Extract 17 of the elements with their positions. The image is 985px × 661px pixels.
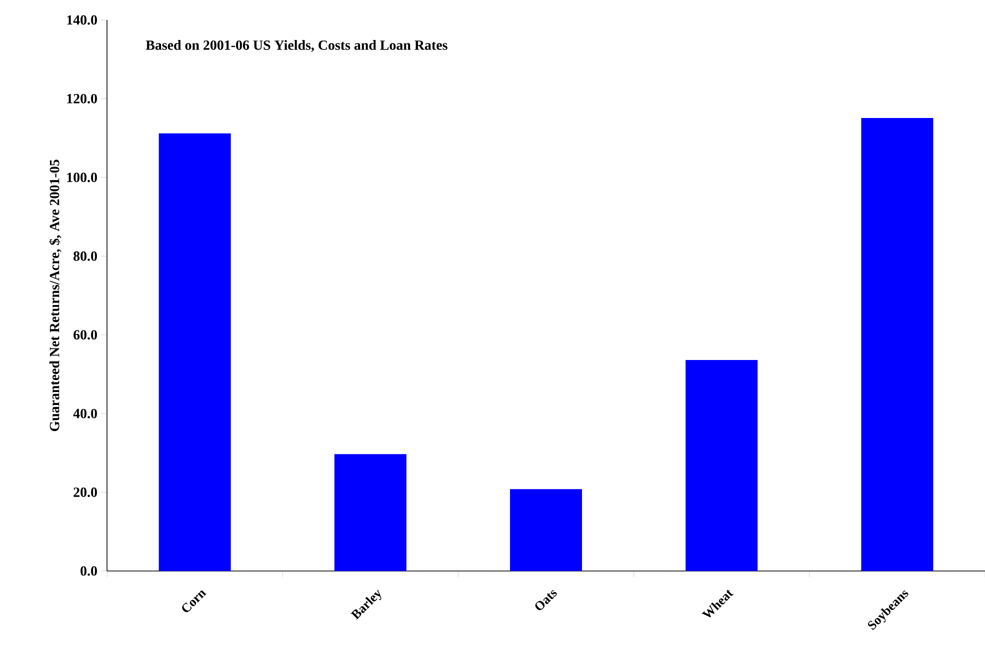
y-tick-label: 120.0 [67,94,97,104]
bar [158,133,231,571]
bar [861,118,934,571]
bar [510,489,582,571]
x-tick-label: Corn [182,590,206,612]
y-tick-label: 140.0 [67,15,97,25]
x-tick-label: Oats [535,590,557,610]
y-axis-title: Guaranteed Net Returns/Acre, $, Ave 2001-05 [48,160,62,432]
bar [334,454,406,571]
y-tick-label: 100.0 [67,172,97,182]
y-tick-label: 60.0 [74,330,97,340]
y-tick-label: 0.0 [80,566,97,576]
annotation: Based on 2001-06 US Yields, Costs and Loan Rates [146,40,448,52]
bar [686,360,758,571]
y-tick-label: 80.0 [74,251,97,261]
y-tick-label: 20.0 [74,488,97,498]
y-tick-label: 40.0 [73,408,97,418]
